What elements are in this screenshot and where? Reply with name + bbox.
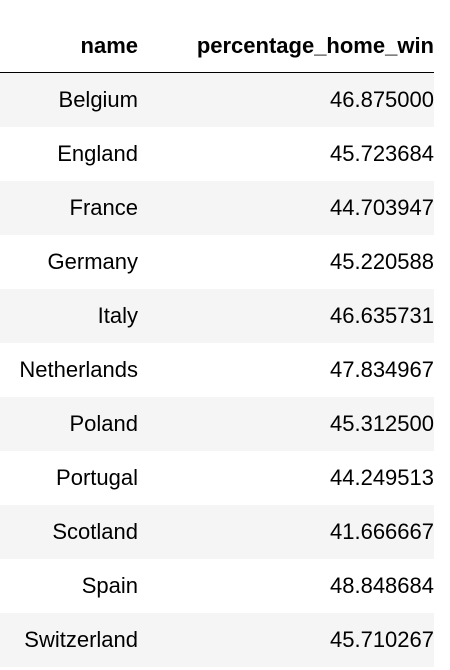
table-row: Scotland 41.666667 — [0, 505, 434, 559]
cell-name: Poland — [0, 397, 138, 451]
table-body: Belgium 46.875000 England 45.723684 Fran… — [0, 72, 434, 667]
cell-percentage-home-win: 45.723684 — [330, 141, 434, 166]
cell-gap — [138, 289, 164, 343]
cell-percentage-home-win: 44.703947 — [164, 181, 434, 235]
table-row: Poland 45.312500 — [0, 397, 434, 451]
column-header-percentage-home-win: percentage_home_win — [164, 20, 434, 73]
cell-gap — [138, 613, 164, 667]
cell-gap — [138, 127, 164, 181]
table-row: Switzerland 45.710267 — [0, 613, 434, 667]
cell-percentage-home-win: 48.848684 — [330, 573, 434, 598]
cell-name: France — [0, 181, 138, 235]
cell-name: Spain — [81, 573, 138, 598]
cell-gap — [138, 72, 164, 127]
cell-name: Switzerland — [0, 613, 138, 667]
column-gap — [138, 20, 164, 73]
cell-name: Italy — [0, 289, 138, 343]
cell-gap — [138, 505, 164, 559]
cell-name: Belgium — [0, 72, 138, 127]
table-row: Portugal 44.249513 — [0, 451, 434, 505]
dataframe-table: name percentage_home_win Belgium 46.8750… — [0, 20, 434, 667]
cell-gap — [138, 559, 164, 613]
cell-percentage-home-win: 41.666667 — [164, 505, 434, 559]
cell-name: Germany — [47, 249, 138, 274]
table-row: England 45.723684 — [0, 127, 434, 181]
cell-name: Netherlands — [19, 357, 138, 382]
cell-gap — [138, 343, 164, 397]
cell-gap — [138, 235, 164, 289]
table-header: name percentage_home_win — [0, 20, 434, 73]
cell-percentage-home-win: 46.635731 — [164, 289, 434, 343]
table-row: Germany 45.220588 — [0, 235, 434, 289]
header-row: name percentage_home_win — [0, 20, 434, 73]
cell-gap — [138, 397, 164, 451]
cell-percentage-home-win: 46.875000 — [164, 72, 434, 127]
cell-percentage-home-win: 45.312500 — [164, 397, 434, 451]
column-header-name: name — [0, 20, 138, 73]
cell-name: Scotland — [0, 505, 138, 559]
cell-percentage-home-win: 45.710267 — [164, 613, 434, 667]
cell-gap — [138, 181, 164, 235]
cell-name: Portugal — [56, 465, 138, 490]
cell-percentage-home-win: 47.834967 — [330, 357, 434, 382]
table-row: France 44.703947 — [0, 181, 434, 235]
table-row: Netherlands 47.834967 — [0, 343, 434, 397]
cell-percentage-home-win: 45.220588 — [330, 249, 434, 274]
cell-gap — [138, 451, 164, 505]
table-row: Belgium 46.875000 — [0, 72, 434, 127]
table-row: Italy 46.635731 — [0, 289, 434, 343]
table-row: Spain 48.848684 — [0, 559, 434, 613]
cell-percentage-home-win: 44.249513 — [330, 465, 434, 490]
cell-name: England — [57, 141, 138, 166]
